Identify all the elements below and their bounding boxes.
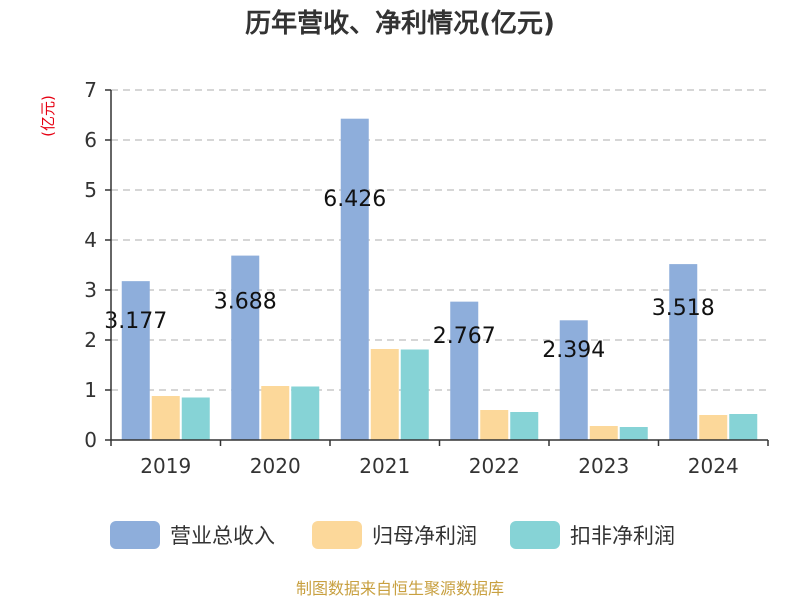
- y-tick-label: 5: [84, 178, 97, 202]
- y-axis-ticks: 0 1 2 3 4 5 6 7: [84, 78, 97, 452]
- bar: [510, 412, 539, 440]
- x-tick-label: 2021: [359, 454, 410, 478]
- y-tick-label: 7: [84, 78, 97, 102]
- data-label: 6.426: [323, 187, 386, 212]
- y-tick-label: 4: [84, 228, 97, 252]
- bar: [121, 281, 150, 440]
- bar: [231, 255, 260, 440]
- bar: [450, 301, 479, 440]
- bar: [669, 264, 698, 440]
- bar: [699, 415, 728, 440]
- data-label: 3.518: [652, 296, 715, 321]
- bar: [151, 396, 180, 440]
- bar: [729, 414, 758, 440]
- y-tick-label: 2: [84, 328, 97, 352]
- y-axis-unit-label: (亿元): [39, 95, 57, 137]
- x-tick-label: 2019: [140, 454, 191, 478]
- grid-lines: [111, 89, 768, 391]
- legend-label: 营业总收入: [170, 524, 275, 548]
- y-tick-label: 1: [84, 378, 97, 402]
- legend: 营业总收入 归母净利润 扣非净利润: [110, 521, 675, 549]
- data-labels: 3.177 3.688 6.426 2.767 2.394 3.518: [104, 187, 714, 363]
- bar: [181, 397, 210, 440]
- bar: [400, 349, 429, 440]
- axes: [105, 89, 769, 446]
- x-tick-label: 2023: [578, 454, 629, 478]
- bar: [480, 410, 509, 440]
- y-tick-label: 0: [84, 428, 97, 452]
- data-label: 3.177: [104, 309, 167, 334]
- x-axis-ticks: 2019 2020 2021 2022 2023 2024: [140, 454, 738, 478]
- data-label: 2.394: [542, 338, 605, 363]
- chart-title: 历年营收、净利情况(亿元): [245, 8, 555, 39]
- bar: [340, 118, 369, 440]
- bar: [589, 426, 618, 440]
- x-tick-label: 2020: [250, 454, 301, 478]
- data-label: 2.767: [433, 324, 496, 349]
- y-tick-label: 6: [84, 128, 97, 152]
- x-tick-label: 2022: [469, 454, 520, 478]
- bar: [261, 386, 290, 440]
- y-tick-label: 3: [84, 278, 97, 302]
- legend-label: 扣非净利润: [570, 524, 675, 548]
- legend-swatch: [510, 521, 560, 549]
- x-tick-label: 2024: [688, 454, 739, 478]
- legend-label: 归母净利润: [372, 524, 477, 548]
- bar: [559, 320, 588, 440]
- bar: [619, 427, 648, 440]
- source-note: 制图数据来自恒生聚源数据库: [296, 579, 504, 598]
- bar: [291, 386, 320, 440]
- bars: [121, 118, 758, 440]
- data-label: 3.688: [214, 290, 277, 315]
- bar: [370, 349, 399, 440]
- legend-swatch: [110, 521, 160, 549]
- legend-swatch: [312, 521, 362, 549]
